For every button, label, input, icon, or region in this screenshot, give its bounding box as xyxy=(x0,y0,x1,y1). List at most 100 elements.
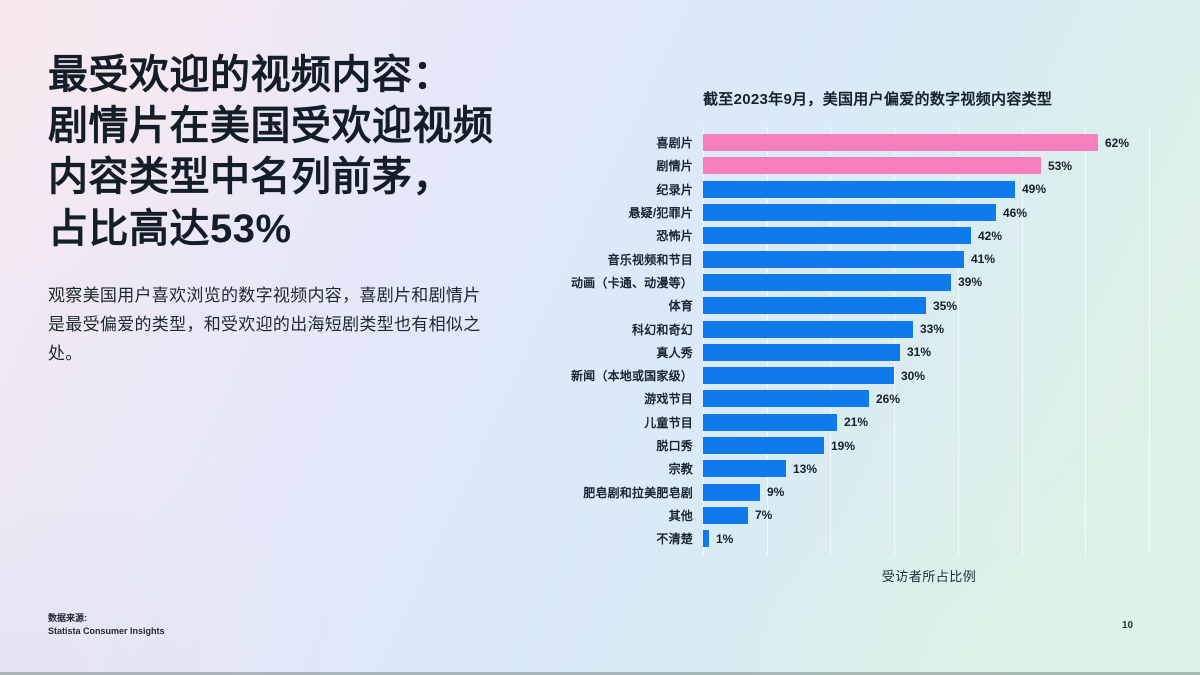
chart-row: 不清楚 1% xyxy=(555,527,1175,550)
category-label: 纪录片 xyxy=(656,182,693,197)
bar xyxy=(703,483,760,501)
bar xyxy=(703,506,748,524)
value-label: 13% xyxy=(793,461,818,476)
row-plot: 42% xyxy=(703,224,1002,247)
value-label: 7% xyxy=(755,508,773,523)
value-label: 39% xyxy=(958,275,983,290)
row-plot: 35% xyxy=(703,294,957,317)
bar xyxy=(703,180,1015,198)
category-label: 新闻（本地或国家级） xyxy=(570,369,693,384)
row-plot: 13% xyxy=(703,457,817,480)
value-label: 26% xyxy=(876,391,901,406)
bar xyxy=(703,250,964,268)
value-label: 19% xyxy=(831,438,856,453)
category-label: 剧情片 xyxy=(656,159,693,174)
category-label: 不清楚 xyxy=(656,532,693,547)
chart-row: 科幻和奇幻 33% xyxy=(555,317,1175,340)
chart-title: 截至2023年9月，美国用户偏爱的数字视频内容类型 xyxy=(703,91,1053,108)
bar xyxy=(703,297,926,315)
category-label: 喜剧片 xyxy=(656,136,693,151)
row-plot: 26% xyxy=(703,387,900,410)
bar-chart: 截至2023年9月，美国用户偏爱的数字视频内容类型 喜剧片 62% 剧情片 53% 纪录… xyxy=(555,88,1175,585)
value-label: 62% xyxy=(1105,135,1130,150)
chart-row: 其他 7% xyxy=(555,504,1175,527)
value-label: 46% xyxy=(1003,205,1028,220)
bar xyxy=(703,530,709,548)
category-label: 儿童节目 xyxy=(644,415,693,430)
row-plot: 31% xyxy=(703,341,931,364)
chart-row: 动画（卡通、动漫等） 39% xyxy=(555,271,1175,294)
chart-row: 纪录片 49% xyxy=(555,178,1175,201)
page-number: 10 xyxy=(1122,620,1134,631)
chart-row: 儿童节目 21% xyxy=(555,411,1175,434)
left-column: 最受欢迎的视频内容： 剧情片在美国受欢迎视频 内容类型中名列前茅， 占比高达53… xyxy=(48,50,568,368)
category-label: 脱口秀 xyxy=(656,439,693,453)
row-plot: 1% xyxy=(703,527,733,550)
value-label: 41% xyxy=(971,252,996,267)
row-plot: 62% xyxy=(703,131,1129,154)
row-plot: 46% xyxy=(703,201,1027,224)
chart-rows: 喜剧片 62% 剧情片 53% 纪录片 49% 悬疑/犯罪片 46% 恐怖片 42% 音乐视频和节目… xyxy=(555,131,1175,550)
chart-plot-area: 喜剧片 62% 剧情片 53% 纪录片 49% 悬疑/犯罪片 46% 恐怖片 42% 音乐视频和节目… xyxy=(555,127,1175,557)
row-plot: 19% xyxy=(703,434,855,457)
category-label: 动画（卡通、动漫等） xyxy=(570,275,693,290)
bar xyxy=(703,390,869,408)
value-label: 33% xyxy=(920,322,945,337)
slide-bottom-edge xyxy=(0,672,1200,675)
data-source: 数据来源: Statista Consumer Insights xyxy=(48,612,165,638)
category-label: 宗教 xyxy=(668,462,693,477)
bar xyxy=(703,437,824,454)
row-plot: 39% xyxy=(703,271,982,294)
category-label: 悬疑/犯罪片 xyxy=(628,206,693,221)
value-label: 9% xyxy=(767,485,785,500)
chart-row: 肥皂剧和拉美肥皂剧 9% xyxy=(555,480,1175,503)
chart-row: 喜剧片 62% xyxy=(555,131,1175,154)
row-plot: 33% xyxy=(703,317,944,340)
bar xyxy=(703,204,996,222)
row-plot: 53% xyxy=(703,154,1072,177)
category-label: 恐怖片 xyxy=(656,229,693,244)
bar xyxy=(703,320,913,338)
category-label: 真人秀 xyxy=(656,345,693,360)
value-label: 53% xyxy=(1048,158,1073,173)
chart-row: 剧情片 53% xyxy=(555,154,1175,177)
row-plot: 49% xyxy=(703,178,1046,201)
bar xyxy=(703,413,837,431)
value-label: 35% xyxy=(933,298,958,313)
row-plot: 9% xyxy=(703,480,784,503)
chart-row: 恐怖片 42% xyxy=(555,224,1175,247)
bar xyxy=(703,134,1098,152)
bar xyxy=(703,343,900,361)
category-label: 肥皂剧和拉美肥皂剧 xyxy=(583,485,693,500)
value-label: 21% xyxy=(844,415,869,430)
bar xyxy=(703,227,971,245)
chart-row: 游戏节目 26% xyxy=(555,387,1175,410)
data-source-name: Statista Consumer Insights xyxy=(48,626,165,637)
category-label: 科幻和奇幻 xyxy=(631,322,693,337)
bar xyxy=(703,157,1041,175)
row-plot: 30% xyxy=(703,364,925,387)
body-paragraph: 观察美国用户喜欢浏览的数字视频内容，喜剧片和剧情片 是最受偏爱的类型，和受欢迎的… xyxy=(48,285,481,364)
row-plot: 7% xyxy=(703,504,772,527)
value-label: 1% xyxy=(716,531,734,546)
chart-row: 音乐视频和节目 41% xyxy=(555,247,1175,270)
category-label: 其他 xyxy=(668,508,693,523)
bar xyxy=(703,367,894,385)
value-label: 31% xyxy=(907,345,932,360)
category-label: 体育 xyxy=(668,299,693,314)
chart-row: 真人秀 31% xyxy=(555,341,1175,364)
data-source-label: 数据来源: xyxy=(48,613,87,623)
chart-row: 宗教 13% xyxy=(555,457,1175,480)
value-label: 42% xyxy=(978,228,1003,243)
category-label: 音乐视频和节目 xyxy=(607,252,693,267)
bar xyxy=(703,460,786,478)
chart-row: 脱口秀 19% xyxy=(555,434,1175,457)
category-label: 游戏节目 xyxy=(644,392,693,407)
row-plot: 41% xyxy=(703,247,995,270)
x-axis-label: 受访者所占比例 xyxy=(881,569,977,585)
chart-row: 新闻（本地或国家级） 30% xyxy=(555,364,1175,387)
bar xyxy=(703,273,951,291)
chart-row: 体育 35% xyxy=(555,294,1175,317)
row-plot: 21% xyxy=(703,411,868,434)
